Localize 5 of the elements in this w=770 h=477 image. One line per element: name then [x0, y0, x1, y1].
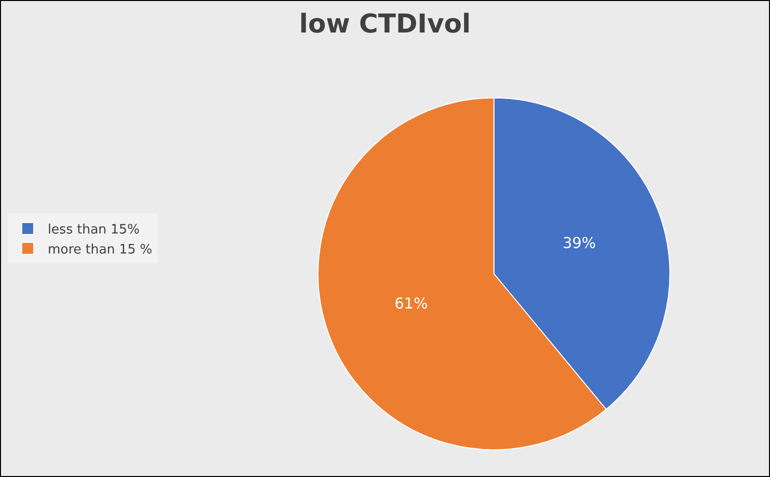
legend-label: more than 15 %	[48, 242, 152, 258]
data-label: 61%	[394, 294, 428, 313]
chart-title: low CTDIvol	[299, 10, 471, 40]
legend-label: less than 15%	[48, 222, 140, 238]
data-label: 39%	[562, 234, 596, 252]
